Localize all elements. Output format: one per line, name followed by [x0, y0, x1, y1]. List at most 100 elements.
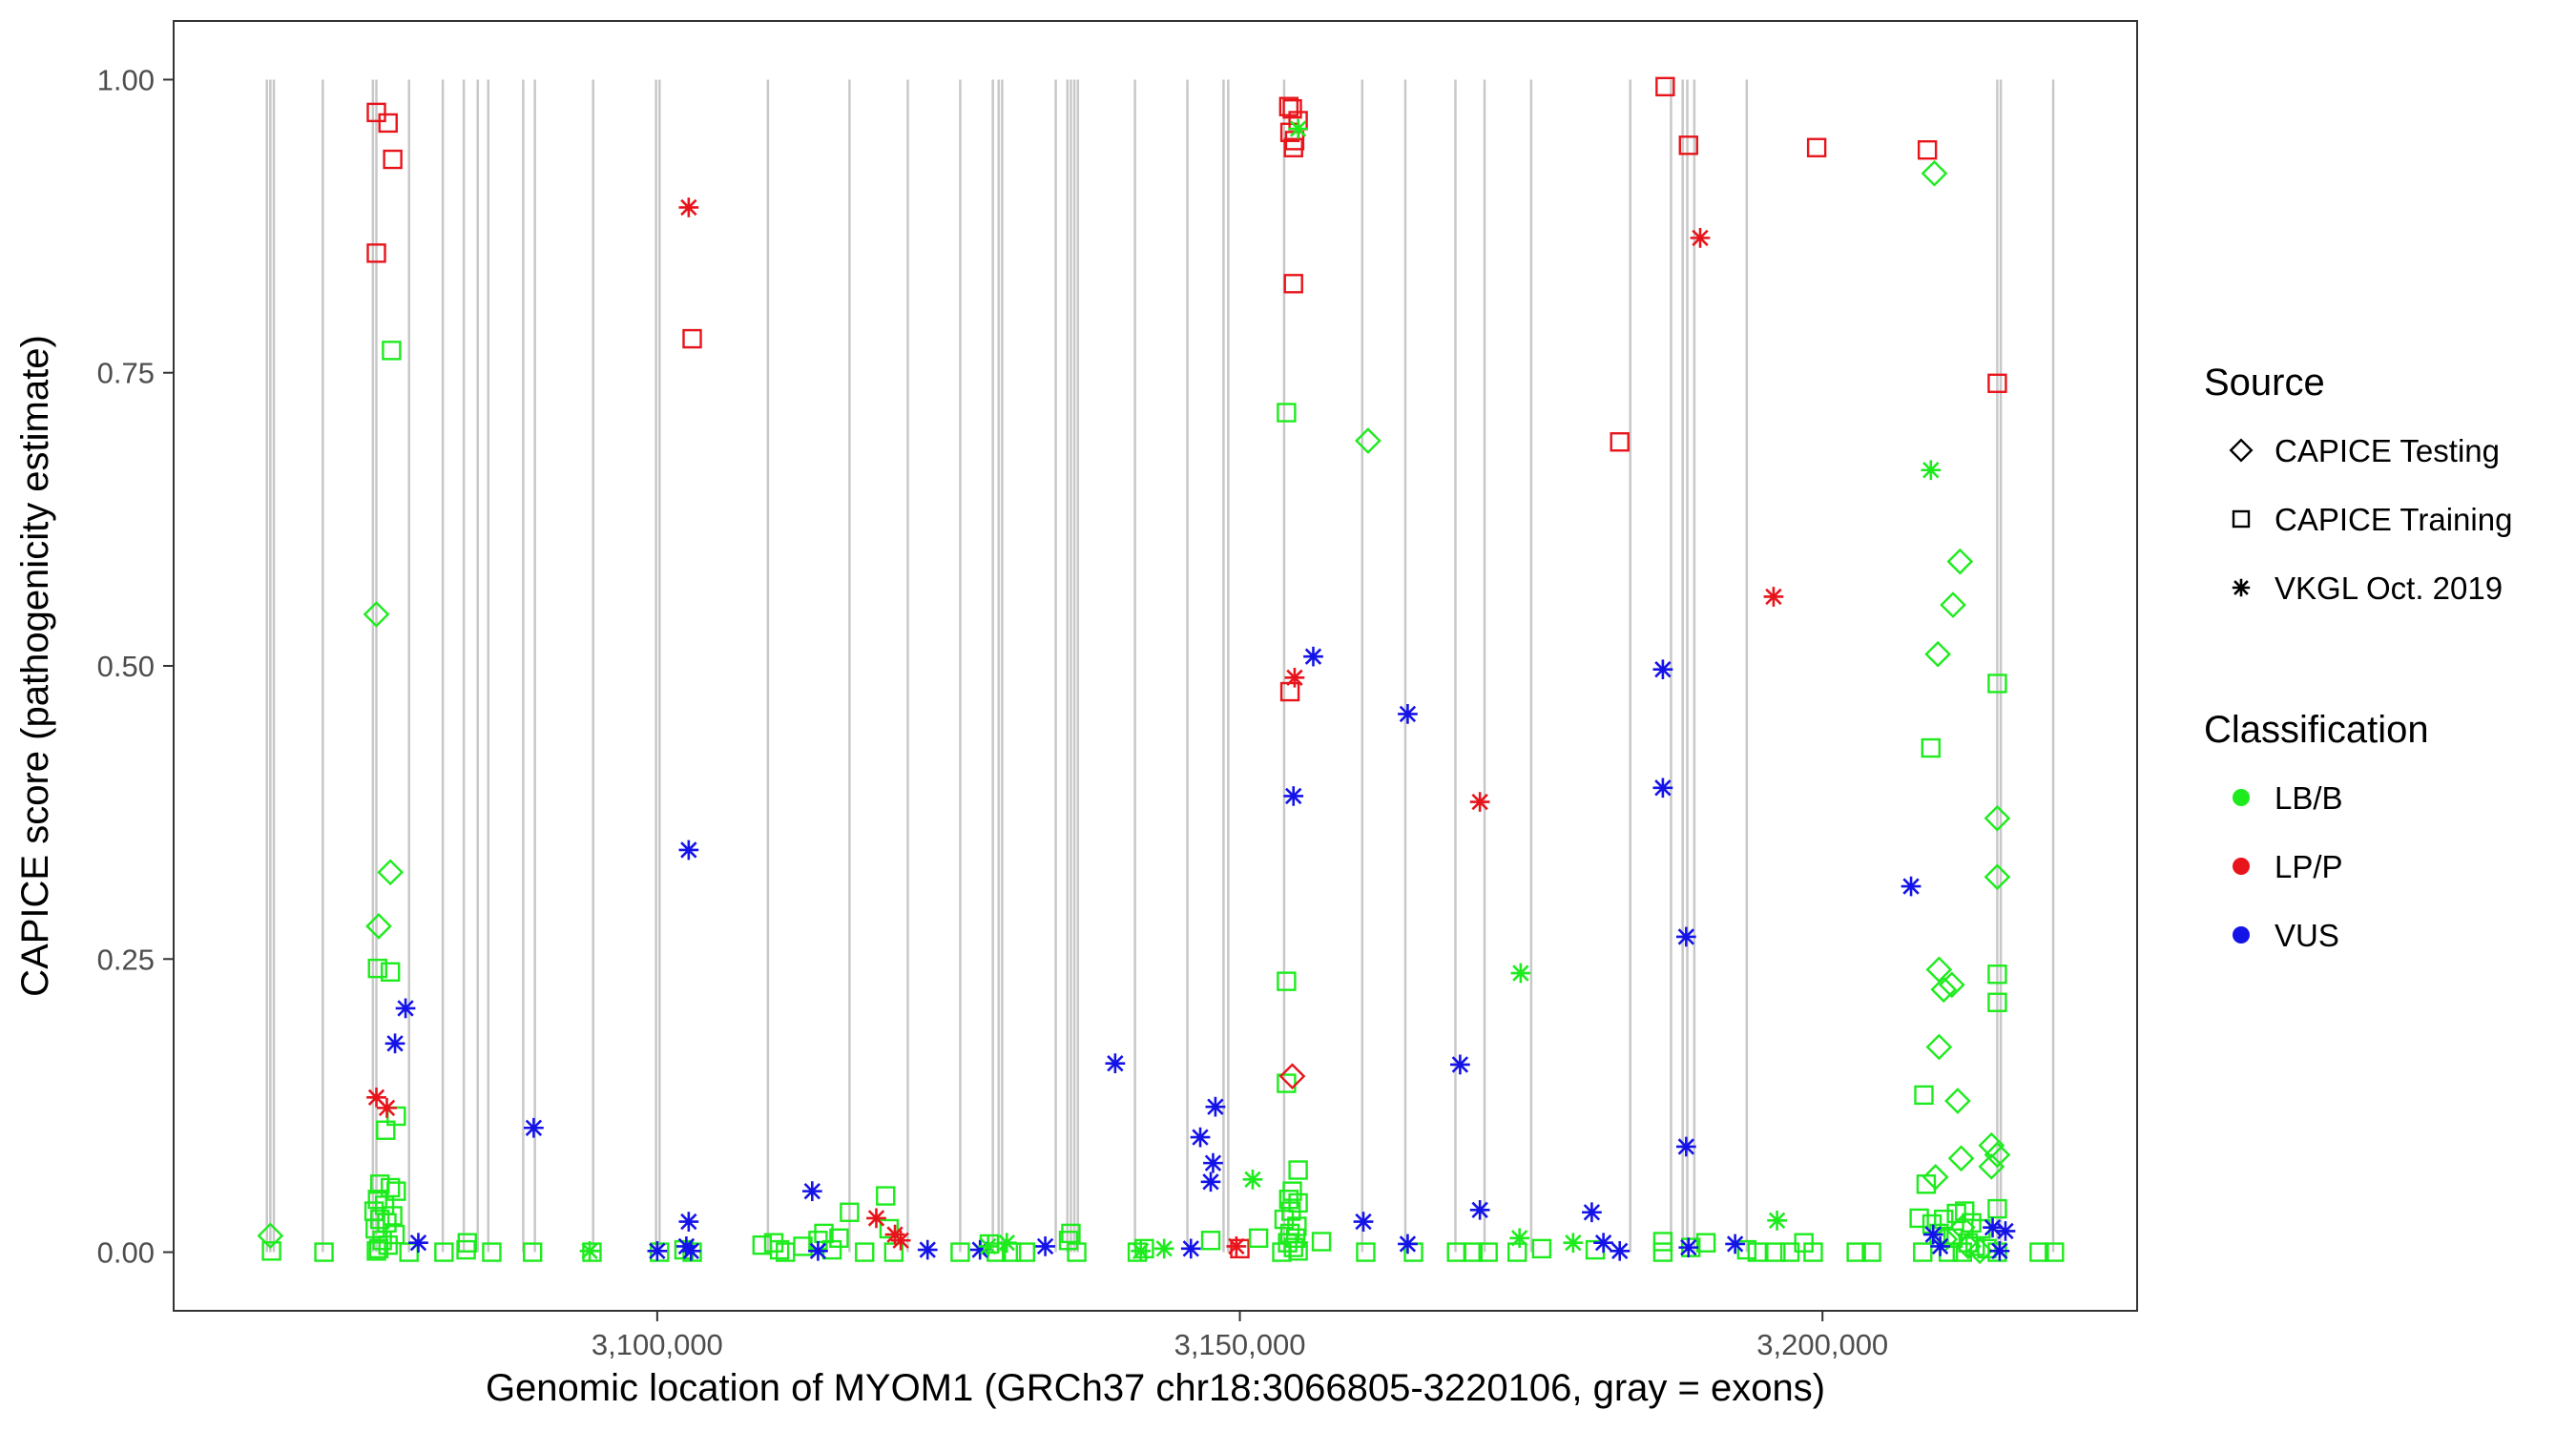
- data-point: [1288, 1241, 1308, 1261]
- data-point: [408, 1233, 428, 1254]
- series-capice-testing-lb-b: [257, 159, 2011, 1265]
- data-point: [1678, 135, 1698, 156]
- data-point: [380, 962, 401, 982]
- data-point: [1248, 1228, 1269, 1248]
- data-point: [1652, 1242, 1673, 1262]
- data-point: [1914, 1085, 1934, 1106]
- x-tick-label: 3,100,000: [592, 1328, 723, 1361]
- data-point: [855, 1242, 875, 1262]
- legend-source-label-training: CAPICE Training: [2275, 502, 2512, 537]
- data-point: [457, 1233, 477, 1253]
- data-point: [1015, 1242, 1036, 1262]
- data-point: [384, 1033, 405, 1054]
- data-point: [1987, 992, 2007, 1012]
- data-point: [1593, 1233, 1613, 1254]
- data-point: [1610, 1240, 1631, 1261]
- legend-class-key: [2233, 858, 2250, 875]
- data-point: [1531, 1238, 1552, 1259]
- y-tick-label: 0.00: [97, 1236, 155, 1270]
- data-point: [808, 1240, 828, 1261]
- legend-class-label-lbb: LB/B: [2275, 780, 2343, 816]
- data-point: [1944, 1088, 1971, 1114]
- data-point: [1913, 1242, 1933, 1262]
- data-point: [793, 1236, 813, 1256]
- data-point: [876, 1186, 896, 1206]
- data-point: [1230, 1238, 1250, 1259]
- data-point: [1274, 1209, 1295, 1230]
- data-point: [1311, 1232, 1332, 1252]
- data-point: [678, 1212, 699, 1232]
- data-point: [1180, 1238, 1201, 1259]
- data-point: [866, 1208, 886, 1229]
- data-point: [1921, 737, 1942, 758]
- data-point: [1987, 1198, 2007, 1219]
- data-point: [2045, 1242, 2065, 1262]
- data-point: [682, 328, 702, 349]
- data-point: [314, 1242, 334, 1262]
- data-point: [1987, 674, 2007, 694]
- data-point: [1690, 228, 1711, 248]
- data-point: [1450, 1054, 1470, 1075]
- data-point: [829, 1228, 849, 1248]
- data-point: [1507, 1242, 1527, 1262]
- data-point: [1200, 1172, 1221, 1192]
- data-point: [1203, 1152, 1223, 1173]
- series-capice-testing-lp-p: [1278, 1063, 1306, 1090]
- data-point: [1398, 1234, 1418, 1255]
- data-point: [1510, 963, 1531, 984]
- data-point: [1652, 778, 1673, 798]
- data-point: [368, 1238, 389, 1259]
- data-point: [1987, 964, 2007, 985]
- data-point: [363, 601, 390, 628]
- data-point: [801, 1181, 822, 1201]
- data-point: [1652, 659, 1673, 680]
- data-point: [434, 1242, 454, 1262]
- data-point: [1725, 1234, 1745, 1255]
- data-point: [1190, 1127, 1211, 1148]
- data-point: [257, 1222, 284, 1250]
- data-point: [1277, 971, 1297, 991]
- data-point: [1946, 548, 1974, 575]
- data-point: [1469, 792, 1490, 812]
- data-point: [917, 1239, 938, 1260]
- data-point: [1763, 587, 1784, 607]
- y-axis: 0.00 0.25 0.50 0.75 1.00: [97, 63, 174, 1270]
- series-capice-training-lp-p: [366, 76, 2007, 1259]
- data-point: [1909, 1208, 1929, 1229]
- data-point: [1226, 1236, 1247, 1256]
- data-point: [2029, 1242, 2049, 1262]
- series-vkgl-oct-2019-lb-b: [579, 118, 1942, 1261]
- data-point: [1582, 1202, 1602, 1223]
- data-point: [1806, 137, 1827, 157]
- data-point: [1989, 1240, 2010, 1261]
- data-point: [1469, 1199, 1490, 1220]
- data-point: [678, 197, 699, 218]
- data-point: [366, 1241, 386, 1261]
- data-point: [1767, 1211, 1787, 1231]
- data-point: [386, 1181, 406, 1201]
- series-vkgl-oct-2019-vus: [384, 646, 2016, 1261]
- data-point: [1655, 76, 1675, 97]
- data-point: [365, 1218, 385, 1239]
- legend-source-title: Source: [2204, 362, 2325, 404]
- data-point: [1200, 1231, 1221, 1251]
- data-point: [383, 149, 403, 170]
- data-point: [524, 1117, 544, 1138]
- plot-panel-border: [173, 20, 2138, 1312]
- legend-classification-title: Classification: [2204, 709, 2429, 751]
- data-point: [376, 1120, 396, 1140]
- data-point: [395, 998, 416, 1019]
- data-point: [1766, 1242, 1786, 1262]
- data-point: [1061, 1223, 1081, 1244]
- data-point: [1509, 1228, 1530, 1249]
- data-point: [1984, 1141, 2011, 1169]
- data-point: [1353, 1212, 1374, 1232]
- data-point: [367, 958, 387, 979]
- data-point: [1242, 1169, 1263, 1190]
- data-point: [680, 1240, 701, 1261]
- data-point: [1924, 640, 1951, 668]
- y-tick-label: 0.25: [97, 943, 155, 976]
- legend-source-key-asterisk: [2232, 578, 2251, 597]
- data-point: [769, 1239, 790, 1260]
- data-point: [482, 1242, 502, 1262]
